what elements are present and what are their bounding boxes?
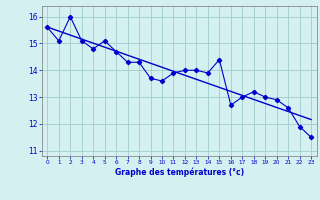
X-axis label: Graphe des températures (°c): Graphe des températures (°c) [115,168,244,177]
